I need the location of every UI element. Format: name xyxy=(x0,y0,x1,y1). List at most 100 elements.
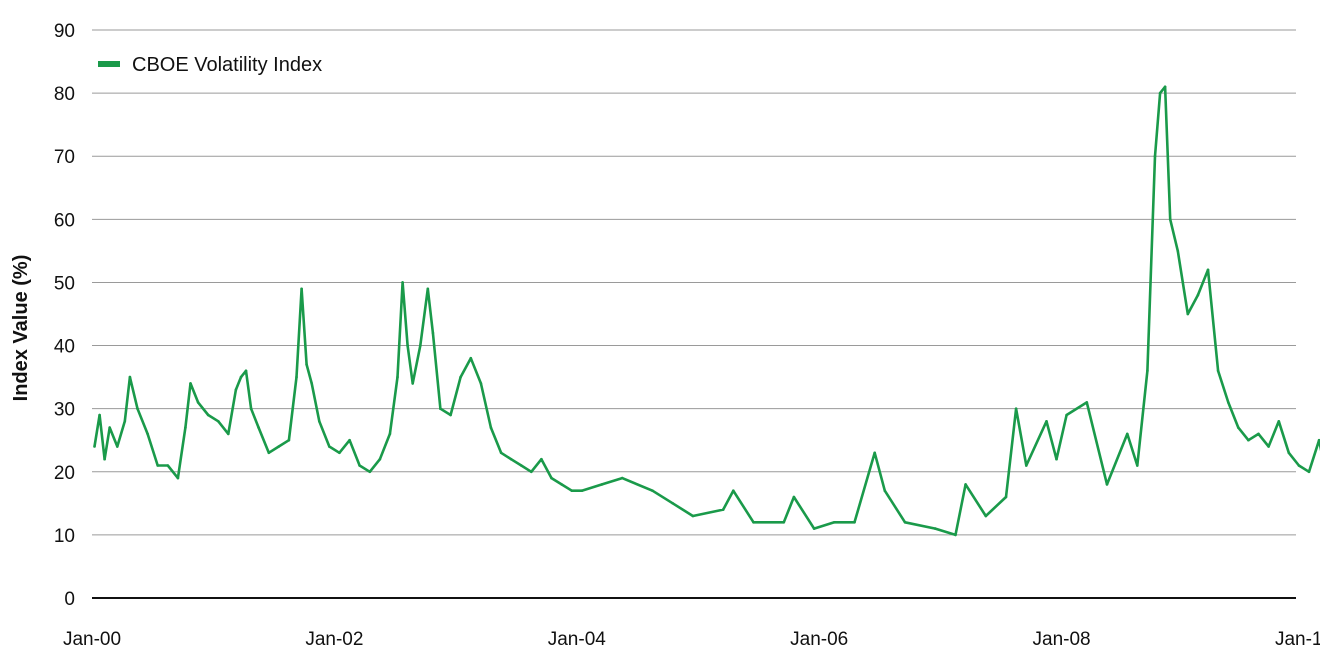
x-tick-label: Jan-10 xyxy=(1275,629,1320,650)
data-point xyxy=(1287,451,1291,455)
data-point xyxy=(217,420,220,423)
data-point xyxy=(853,521,856,524)
data-point xyxy=(1065,413,1068,417)
data-point xyxy=(560,483,563,486)
data-point xyxy=(206,413,210,417)
data-point xyxy=(328,445,331,448)
data-point xyxy=(396,375,399,379)
data-point xyxy=(1136,464,1139,467)
data-point xyxy=(98,413,101,417)
y-tick-label: 90 xyxy=(54,21,75,42)
y-tick-label: 70 xyxy=(54,147,75,168)
y-tick-label: 10 xyxy=(54,526,75,547)
data-point xyxy=(1307,470,1311,474)
data-point xyxy=(620,476,624,480)
legend-swatch xyxy=(98,61,120,67)
data-point xyxy=(671,502,674,505)
data-point xyxy=(1168,218,1172,221)
data-point xyxy=(1004,495,1008,499)
data-point xyxy=(146,432,149,436)
data-point xyxy=(348,438,351,442)
y-tick-label: 60 xyxy=(54,210,75,231)
data-point xyxy=(792,495,796,499)
x-tick-label: Jan-04 xyxy=(548,629,607,650)
data-point xyxy=(189,382,192,385)
data-point xyxy=(439,407,442,411)
data-point xyxy=(1206,268,1210,272)
x-tick-label: Jan-00 xyxy=(63,629,121,650)
data-point xyxy=(388,432,392,436)
data-point xyxy=(287,438,291,442)
data-point xyxy=(1126,432,1129,436)
data-point xyxy=(459,375,462,379)
data-point xyxy=(295,375,298,379)
data-point xyxy=(1085,401,1089,404)
data-point xyxy=(310,382,314,385)
data-point xyxy=(479,382,483,385)
data-point xyxy=(244,369,248,373)
data-point xyxy=(489,426,493,429)
data-point xyxy=(449,413,452,417)
data-point xyxy=(93,445,96,448)
data-point xyxy=(903,521,907,524)
data-point xyxy=(249,407,253,411)
data-point xyxy=(257,426,260,429)
data-point xyxy=(411,382,415,385)
y-tick-label: 20 xyxy=(54,463,75,484)
data-point xyxy=(499,451,503,455)
data-point xyxy=(378,457,382,461)
data-point xyxy=(358,464,361,467)
data-point xyxy=(116,445,119,448)
data-point xyxy=(1163,85,1167,89)
data-point xyxy=(196,401,200,404)
y-tick-label: 80 xyxy=(54,84,75,105)
y-tick-label: 40 xyxy=(54,337,75,358)
data-point xyxy=(469,356,473,360)
gridlines xyxy=(92,29,1296,536)
data-point xyxy=(721,508,725,511)
data-point xyxy=(600,483,604,486)
data-point xyxy=(1297,464,1301,467)
data-point xyxy=(406,344,409,347)
data-point xyxy=(128,375,132,379)
data-point xyxy=(1227,401,1230,404)
data-point xyxy=(1153,154,1157,158)
data-point xyxy=(812,527,816,530)
data-point xyxy=(431,331,435,335)
data-point xyxy=(964,483,967,486)
data-point xyxy=(419,344,422,347)
data-point xyxy=(184,426,187,429)
x-axis-tick-labels: Jan-00Jan-02Jan-04Jan-06Jan-08Jan-10Jan-… xyxy=(63,629,1320,650)
data-point xyxy=(368,470,372,474)
legend-label-vix: CBOE Volatility Index xyxy=(132,54,322,76)
data-point xyxy=(691,514,695,518)
data-point xyxy=(318,420,321,423)
data-point xyxy=(227,432,230,436)
y-tick-label: 0 xyxy=(64,589,75,610)
data-point xyxy=(156,464,159,467)
data-point xyxy=(1317,438,1320,442)
data-point xyxy=(1267,445,1270,448)
data-point xyxy=(530,470,533,474)
y-axis-tick-labels: 0 10 20 30 40 50 60 70 80 90 xyxy=(54,21,75,610)
data-point xyxy=(520,464,523,467)
data-point xyxy=(136,407,139,411)
data-point xyxy=(1196,293,1200,297)
data-point xyxy=(1158,91,1162,95)
data-point xyxy=(954,533,957,537)
data-point xyxy=(752,521,755,524)
data-point xyxy=(1176,249,1180,253)
y-axis-title: Index Value (%) xyxy=(10,255,32,402)
data-point xyxy=(103,457,106,461)
data-point xyxy=(1237,426,1240,429)
y-tick-label: 50 xyxy=(54,273,75,294)
data-point xyxy=(166,464,170,467)
data-point xyxy=(1277,420,1281,423)
data-point xyxy=(1216,369,1220,373)
data-point xyxy=(883,489,887,493)
data-point xyxy=(732,489,735,493)
data-point xyxy=(540,457,543,461)
data-point xyxy=(338,451,341,455)
data-point xyxy=(651,489,654,493)
